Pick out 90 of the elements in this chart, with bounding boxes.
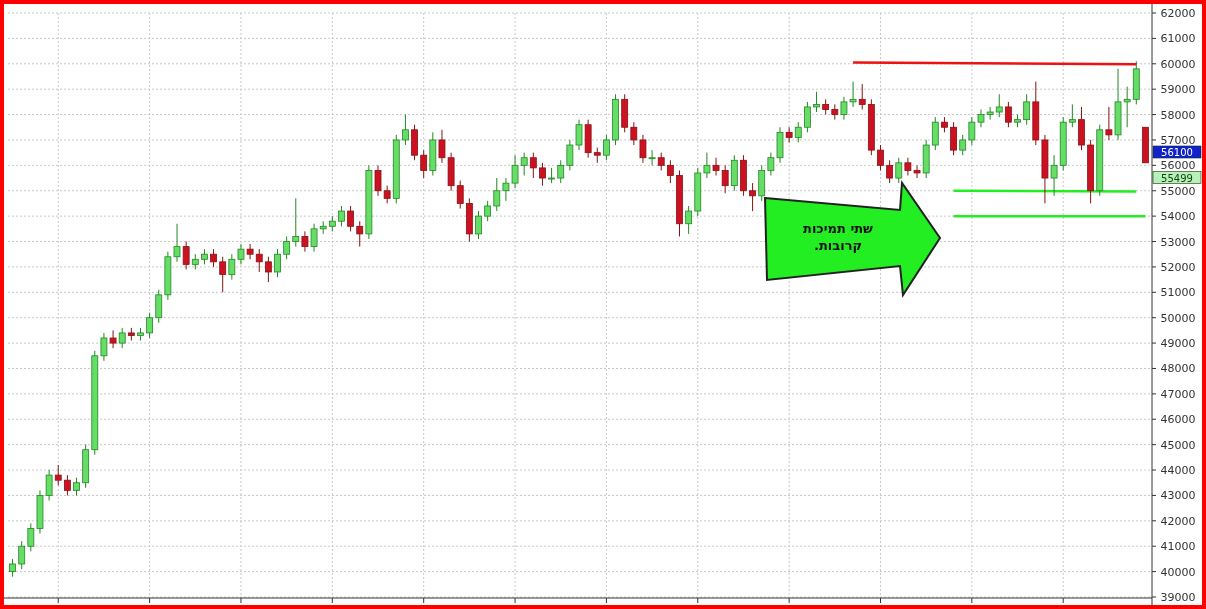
candlestick — [310, 223, 318, 253]
candlestick — [520, 152, 528, 176]
candlestick — [648, 149, 656, 166]
y-tick-label: 60000 — [1160, 57, 1196, 71]
y-tick-label: 50000 — [1160, 311, 1196, 325]
candlestick — [155, 289, 163, 324]
candlestick — [968, 116, 976, 146]
candlestick — [630, 121, 638, 146]
candlestick — [1023, 93, 1031, 126]
candlestick — [749, 182, 756, 212]
y-tick-label: 55000 — [1160, 184, 1196, 198]
candlestick — [420, 149, 428, 179]
y-tick-label: 56000 — [1160, 159, 1196, 173]
y-tick-label: 40000 — [1160, 565, 1196, 579]
y-tick-label: 62000 — [1160, 7, 1196, 20]
candlestick — [338, 205, 345, 227]
candlestick — [603, 134, 610, 161]
candlestick — [347, 205, 354, 232]
candlestick — [959, 134, 967, 156]
candlestick — [264, 256, 272, 283]
candlestick — [356, 220, 364, 248]
candlestick — [484, 200, 492, 222]
candlestick — [118, 327, 126, 349]
candlestick — [246, 243, 254, 260]
y-tick-label: 61000 — [1160, 32, 1196, 46]
candlestick — [402, 114, 409, 146]
candlestick — [1123, 86, 1131, 128]
candlestick — [18, 540, 26, 570]
y-tick-label: 49000 — [1160, 337, 1196, 351]
y-tick-label: 58000 — [1160, 108, 1196, 122]
y-tick-label: 45000 — [1160, 438, 1196, 452]
y-tick-label: 39000 — [1160, 591, 1196, 604]
candlestick — [54, 464, 62, 486]
y-tick-label: 46000 — [1160, 413, 1196, 427]
candlestick — [219, 256, 227, 293]
candlestick — [1068, 103, 1076, 128]
candlestick — [109, 329, 117, 349]
candlestick — [301, 230, 309, 253]
text: 56100 — [1161, 147, 1193, 158]
y-tick-label: 48000 — [1160, 362, 1196, 376]
y-tick-label: 53000 — [1160, 235, 1196, 249]
candlestick — [292, 197, 300, 248]
y-tick-label: 47000 — [1160, 387, 1196, 401]
candlestick — [493, 177, 501, 212]
candlestick — [228, 253, 236, 281]
text: 55499 — [1161, 172, 1193, 184]
candlestick — [283, 235, 291, 260]
candlestick — [785, 126, 793, 143]
candlestick — [27, 522, 35, 552]
candlestick — [146, 312, 154, 339]
candlestick — [858, 83, 866, 110]
candlestick — [529, 152, 537, 179]
y-tick-label: 42000 — [1160, 514, 1196, 528]
candlestick — [794, 121, 802, 143]
candlestick — [886, 159, 894, 184]
candlestick — [703, 152, 711, 179]
candlestick — [995, 93, 1003, 118]
y-tick-label: 57000 — [1160, 133, 1196, 147]
candlestick — [557, 159, 565, 184]
candlestick — [950, 121, 957, 156]
candlestick — [666, 159, 674, 184]
candlestick — [475, 210, 482, 240]
y-tick-label: 54000 — [1160, 210, 1196, 224]
candlestick — [1105, 106, 1113, 141]
y-tick-label: 51000 — [1160, 286, 1196, 300]
candlestick — [274, 248, 281, 278]
candlestick — [931, 116, 939, 151]
candlestick — [1050, 154, 1058, 197]
candlestick — [456, 180, 464, 210]
candlestick — [255, 248, 263, 273]
candlestick — [63, 474, 71, 496]
y-tick-label: 44000 — [1160, 464, 1196, 478]
y-tick-label: 52000 — [1160, 260, 1196, 274]
annotation: שתי תמיכות קרובות. — [803, 221, 874, 253]
candlestick — [685, 205, 693, 235]
candlestick — [539, 162, 546, 187]
candlestick — [877, 144, 884, 171]
candlestick — [100, 332, 108, 362]
candlestick — [712, 157, 720, 176]
y-tick-label: 59000 — [1160, 83, 1196, 97]
y-tick-label: 43000 — [1160, 489, 1196, 503]
candlestick — [895, 157, 903, 184]
candlestick — [804, 101, 811, 133]
y-tick-label: 41000 — [1160, 540, 1196, 554]
candlestick — [813, 91, 820, 113]
candlestick — [639, 134, 647, 164]
candlestick — [237, 243, 245, 265]
candlestick — [1004, 101, 1012, 128]
candlestick — [721, 164, 729, 194]
candlestick — [182, 241, 190, 270]
